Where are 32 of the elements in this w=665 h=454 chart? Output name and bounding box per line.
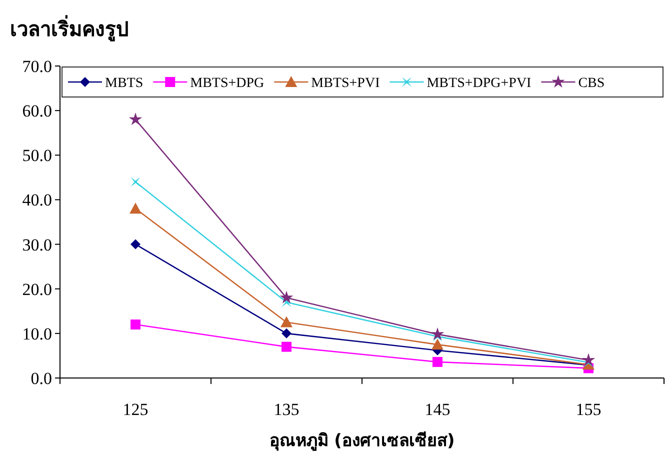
legend-label: MBTS+PVI <box>311 76 380 91</box>
x-tick-label: 135 <box>274 400 300 419</box>
y-tick-label: 20.0 <box>22 280 52 299</box>
x-tick-label: 145 <box>424 400 450 419</box>
point <box>130 176 140 187</box>
point <box>280 290 294 304</box>
point <box>432 356 442 367</box>
legend-label: CBS <box>578 76 605 91</box>
point <box>130 320 140 330</box>
point <box>582 353 596 366</box>
point <box>430 327 444 340</box>
y-tick-label: 40.0 <box>22 190 52 210</box>
y-tick-label: 10.0 <box>22 324 52 344</box>
x-tick-label: 125 <box>122 400 148 419</box>
point <box>280 316 292 328</box>
point <box>130 239 140 250</box>
y-tick-label: 30.0 <box>22 235 52 254</box>
point <box>130 202 142 214</box>
y-tick-label: 70.0 <box>22 57 52 76</box>
x-tick-label: 155 <box>576 400 602 419</box>
legend-label: MBTS+DPG+PVI <box>426 76 532 91</box>
title: เวลาเริ่มคงรูป <box>10 17 129 41</box>
y-tick-label: 50.0 <box>22 146 52 166</box>
legend-label: MBTS+DPG <box>190 76 264 91</box>
y-tick-label: 60.0 <box>22 102 52 121</box>
point <box>282 342 292 352</box>
point <box>282 328 292 338</box>
y-tick-label: 0.0 <box>30 369 52 388</box>
point <box>432 338 444 350</box>
point <box>128 112 142 126</box>
legend-label: MBTS <box>105 76 144 91</box>
xlabel: อุณหภูมิ (องศาเซลเซียส) <box>269 431 455 451</box>
